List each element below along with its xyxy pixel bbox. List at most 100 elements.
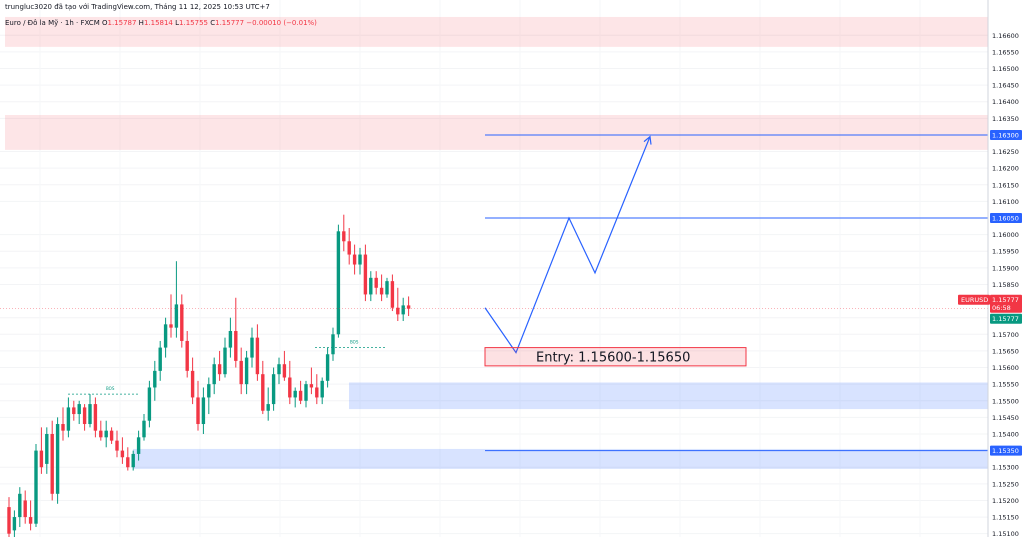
- candle-body: [61, 424, 65, 431]
- candle-body: [142, 420, 146, 438]
- price-tag-label: 1.15350: [992, 447, 1019, 455]
- price-tag-label: 1.16300: [992, 131, 1019, 139]
- arrow-head: [643, 135, 652, 145]
- price-axis: 1.16600 1.16550 1.16500 1.16450 1.16400 1.163…: [958, 0, 1022, 537]
- change-value: −0.00010 (−0.01%): [246, 19, 317, 27]
- bos-label: BOS: [350, 340, 359, 345]
- candle-body: [331, 334, 335, 355]
- price-tick-label: 1.16150: [992, 181, 1019, 189]
- candle-body: [163, 324, 168, 348]
- price-tick-label: 1.15400: [992, 430, 1019, 438]
- candlestick-series: BOS BOS: [7, 214, 411, 537]
- price-tag-box: [990, 129, 1022, 140]
- candle-body: [212, 364, 216, 385]
- candle-body: [201, 397, 206, 425]
- price-tag-box: [990, 445, 1022, 456]
- o-label: O: [101, 19, 108, 27]
- candle-body: [320, 380, 324, 398]
- c-value: 1.15777: [215, 19, 245, 27]
- candle-body: [390, 281, 395, 308]
- candle-body: [153, 370, 157, 388]
- symbol-tag-box: [958, 294, 990, 305]
- price-tick-label: 1.15900: [992, 264, 1019, 272]
- price-tick-label: 1.15250: [992, 480, 1019, 488]
- o-value: 1.15787: [107, 19, 137, 27]
- zone-box: [349, 382, 988, 410]
- price-tick-label: 1.16550: [992, 48, 1019, 56]
- candle-body: [18, 493, 22, 518]
- candle-body: [115, 440, 119, 451]
- price2-label: 1.15777: [992, 315, 1019, 323]
- candle-body: [28, 517, 33, 524]
- candle-body: [379, 287, 384, 295]
- symbol-line: Euro / Đô la Mỹ · 1h · FXCM: [5, 19, 100, 27]
- candle-body: [298, 390, 303, 401]
- candle-body: [315, 387, 319, 398]
- candle-body: [50, 433, 54, 494]
- price-tick-label: 1.15450: [992, 414, 1019, 422]
- candle-body: [39, 450, 44, 468]
- candle-body: [169, 324, 173, 328]
- candle-body: [99, 430, 103, 438]
- grid: [0, 34, 988, 535]
- candle-body: [266, 404, 270, 411]
- price-tick-label: 1.15150: [992, 514, 1019, 522]
- candle-body: [126, 457, 130, 468]
- candle-body: [396, 307, 400, 315]
- candle-body: [147, 387, 152, 421]
- candle-body: [185, 340, 189, 371]
- zone-box: [5, 16, 988, 47]
- bos-label: BOS: [106, 386, 115, 391]
- price-tick-label: 1.15100: [992, 530, 1019, 537]
- candle-body: [34, 450, 38, 524]
- price-tick-label: 1.15950: [992, 248, 1019, 256]
- price-tick-label: 1.16100: [992, 198, 1019, 206]
- candle-body: [342, 231, 346, 242]
- current-price-label: 1.15777: [992, 296, 1019, 304]
- candle-body: [45, 433, 49, 464]
- candle-body: [23, 500, 27, 518]
- ohlc-legend: Euro / Đô la Mỹ · 1h · FXCM O1.15787 H1.…: [5, 19, 317, 27]
- candle-body: [374, 277, 378, 288]
- price-tag-box: [990, 213, 1022, 224]
- candle-body: [72, 407, 76, 415]
- candle-body: [352, 254, 357, 265]
- candle-body: [288, 377, 292, 398]
- candle-body: [174, 304, 179, 328]
- candle-body: [207, 384, 211, 398]
- price-tick-label: 1.15850: [992, 281, 1019, 289]
- candle-body: [385, 281, 389, 295]
- price-tick-label: 1.15500: [992, 397, 1019, 405]
- candle-body: [66, 407, 71, 431]
- candle-body: [12, 517, 17, 531]
- candle-body: [347, 241, 351, 255]
- candle-body: [217, 364, 222, 375]
- candle-body: [109, 430, 114, 441]
- candle-body: [271, 374, 276, 405]
- candle-body: [82, 407, 87, 425]
- entry-label: Entry: 1.15600-1.15650: [536, 351, 690, 366]
- price-tick-label: 1.15650: [992, 347, 1019, 355]
- price-tick-label: 1.16250: [992, 148, 1019, 156]
- candle-body: [180, 304, 184, 341]
- candle-body: [136, 437, 141, 454]
- price-tick-label: 1.15550: [992, 381, 1019, 389]
- entry-box: [484, 347, 747, 367]
- candle-body: [406, 305, 411, 309]
- candle-body: [93, 404, 98, 431]
- candle-body: [131, 453, 135, 468]
- candle-body: [104, 430, 108, 438]
- price-tick-label: 1.15700: [992, 331, 1019, 339]
- c-label: C: [210, 19, 216, 27]
- symbol-tag-label: EURUSD: [961, 296, 988, 304]
- candle-body: [369, 277, 373, 295]
- zones: [5, 16, 988, 469]
- candle-body: [277, 364, 281, 375]
- candle-body: [120, 450, 125, 458]
- l-value: 1.15755: [179, 19, 208, 27]
- candle-body: [196, 397, 200, 425]
- candle-body: [336, 231, 341, 335]
- price-tick-label: 1.15300: [992, 464, 1019, 472]
- candle-body: [255, 337, 260, 375]
